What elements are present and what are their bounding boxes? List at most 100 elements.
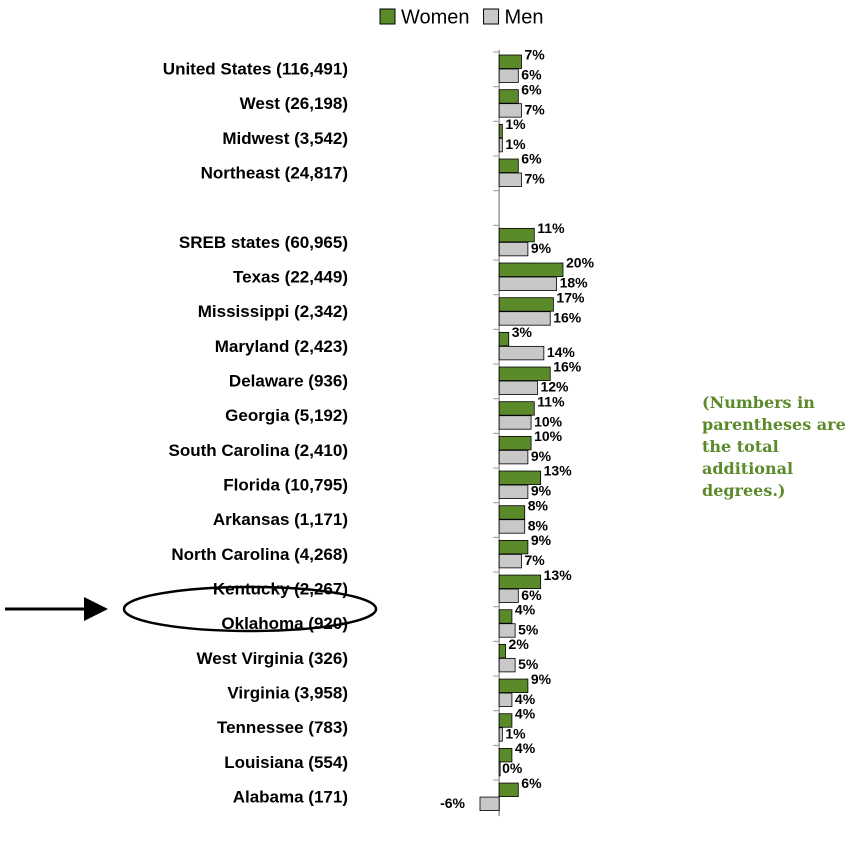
- value-label: 6%: [521, 81, 542, 97]
- bar: [498, 713, 513, 728]
- category-label: South Carolina (2,410): [169, 441, 348, 460]
- value-label: 4%: [515, 691, 536, 707]
- bar: [498, 137, 503, 153]
- bar: [498, 345, 545, 361]
- value-label: 16%: [553, 359, 582, 375]
- bar: [498, 748, 513, 763]
- value-label: 17%: [556, 289, 585, 305]
- value-label: 4%: [515, 740, 536, 756]
- legend-label: Men: [505, 6, 544, 28]
- category-label: North Carolina (4,268): [171, 545, 348, 564]
- value-label: 10%: [534, 428, 563, 444]
- bar: [498, 172, 522, 187]
- bar: [498, 380, 538, 395]
- legend-label: Women: [401, 6, 470, 28]
- bar: [498, 727, 503, 742]
- bar: [498, 227, 535, 243]
- bar: [498, 401, 535, 416]
- value-label: 7%: [525, 101, 546, 117]
- value-label: -6%: [440, 795, 465, 811]
- value-label: 18%: [560, 275, 589, 291]
- value-label: 8%: [528, 497, 549, 513]
- category-label: West Virginia (326): [197, 649, 348, 668]
- category-label: Louisiana (554): [224, 753, 348, 772]
- category-label: Delaware (936): [229, 372, 348, 391]
- bar: [498, 103, 522, 118]
- highlight-ellipse: [122, 585, 378, 633]
- value-label: 6%: [521, 587, 542, 603]
- value-label: 7%: [525, 171, 546, 187]
- value-label: 6%: [521, 775, 542, 791]
- value-label: 9%: [531, 671, 552, 687]
- value-label: 5%: [518, 656, 539, 672]
- category-label: Oklahoma (920): [221, 614, 348, 633]
- value-label: 1%: [505, 136, 526, 152]
- bar: [498, 311, 551, 326]
- bar: [498, 539, 529, 555]
- bar: [498, 123, 503, 139]
- bar: [498, 657, 516, 673]
- legend-swatch: [483, 8, 500, 25]
- category-label: Midwest (3,542): [222, 129, 348, 148]
- bar: [498, 484, 529, 499]
- category-label: SREB states (60,965): [179, 233, 348, 252]
- bar: [498, 331, 510, 347]
- category-label: Arkansas (1,171): [213, 510, 348, 529]
- bar: [498, 262, 564, 277]
- value-label: 0%: [502, 760, 523, 776]
- value-label: 13%: [544, 567, 573, 583]
- value-label: 13%: [544, 463, 573, 479]
- bar: [498, 54, 522, 69]
- bar: [498, 623, 516, 638]
- bar: [498, 449, 529, 465]
- bar: [479, 796, 500, 811]
- value-label: 7%: [525, 47, 546, 63]
- category-label: Mississippi (2,342): [198, 302, 348, 321]
- category-label: Northeast (24,817): [201, 163, 348, 182]
- bar: [498, 692, 513, 707]
- bar: [498, 470, 542, 485]
- value-label: 7%: [525, 552, 546, 568]
- category-label: Alabama (171): [233, 788, 348, 807]
- value-label: 9%: [531, 448, 552, 464]
- value-label: 20%: [566, 255, 595, 271]
- category-label: Georgia (5,192): [225, 406, 348, 425]
- value-label: 12%: [540, 379, 569, 395]
- value-label: 1%: [505, 725, 526, 741]
- bar: [498, 553, 522, 569]
- bar: [498, 519, 526, 534]
- bar: [498, 366, 551, 381]
- arrow-head: [84, 597, 108, 621]
- bar: [498, 158, 519, 173]
- category-label: Kentucky (2,267): [213, 580, 348, 599]
- bar: [498, 435, 532, 451]
- bar: [498, 588, 519, 603]
- value-label: 11%: [537, 220, 565, 236]
- value-label: 16%: [553, 309, 582, 325]
- value-label: 6%: [521, 151, 542, 167]
- bar: [498, 241, 529, 257]
- category-label: Florida (10,795): [223, 476, 348, 495]
- value-label: 2%: [509, 636, 530, 652]
- annotation: (Numbers in parentheses are the total ad…: [702, 393, 846, 500]
- bar: [498, 89, 519, 104]
- category-label: Virginia (3,958): [227, 684, 348, 703]
- value-label: 4%: [515, 601, 536, 617]
- value-label: 6%: [521, 67, 542, 83]
- bar: [498, 762, 501, 777]
- value-label: 9%: [531, 483, 552, 499]
- bar: [498, 678, 529, 693]
- value-label: 10%: [534, 413, 563, 429]
- bar: [498, 68, 519, 83]
- bar: [498, 415, 532, 430]
- category-label: Tennessee (783): [217, 718, 348, 737]
- value-label: 8%: [528, 517, 549, 533]
- bar: [498, 574, 542, 589]
- value-label: 9%: [531, 532, 552, 548]
- value-label: 4%: [515, 705, 536, 721]
- value-label: 3%: [512, 324, 533, 340]
- bar: [498, 297, 554, 312]
- bar: [498, 609, 513, 624]
- value-label: 14%: [547, 344, 576, 360]
